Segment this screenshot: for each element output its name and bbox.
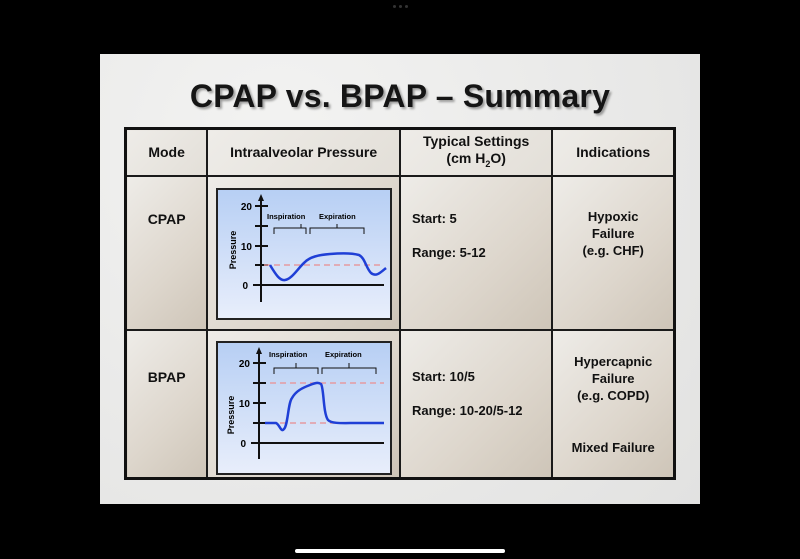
window-dots[interactable] bbox=[393, 5, 408, 8]
tick-10: 10 bbox=[241, 242, 253, 253]
indication-line: Failure bbox=[591, 226, 635, 241]
indication-line: Hypercapnic bbox=[574, 354, 653, 369]
header-units-post: O) bbox=[490, 149, 506, 166]
bpap-pressure-graph: 20 10 0 Pressure Inspiration Expiration bbox=[216, 341, 393, 475]
header-settings: Typical Settings (cm H2O) bbox=[398, 127, 554, 177]
pressure-cell: 20 10 0 Pressure Inspiration Expiration bbox=[206, 329, 401, 480]
mode-cell: CPAP bbox=[124, 175, 209, 331]
summary-table: Mode Intraalveolar Pressure Typical Sett… bbox=[124, 127, 676, 480]
header-indications: Indications bbox=[551, 127, 676, 177]
settings-cell: Start: 5 Range: 5-12 bbox=[398, 175, 554, 331]
phase-inspiration: Inspiration bbox=[269, 350, 308, 359]
table-row-bpap: BPAP 20 10 0 Pressure bbox=[124, 329, 676, 480]
table-header-row: Mode Intraalveolar Pressure Typical Sett… bbox=[124, 127, 676, 177]
tick-0: 0 bbox=[243, 281, 249, 292]
y-axis-label: Pressure bbox=[228, 231, 238, 270]
phase-expiration: Expiration bbox=[325, 350, 362, 359]
header-units-sub: 2 bbox=[485, 158, 491, 169]
y-axis-label: Pressure bbox=[226, 396, 236, 435]
slide-title: CPAP vs. BPAP – Summary bbox=[189, 78, 611, 114]
phase-inspiration: Inspiration bbox=[267, 212, 306, 221]
pressure-cell: 20 10 0 Pressure Inspiration Expiration bbox=[206, 175, 401, 331]
indication-line: Failure bbox=[591, 371, 635, 386]
setting-range: Range: 10-20/5-12 bbox=[411, 403, 523, 418]
indication-line: (e.g. CHF) bbox=[582, 243, 644, 258]
mode-cell: BPAP bbox=[124, 329, 209, 480]
indication-mixed: Mixed Failure bbox=[571, 440, 655, 455]
tick-10: 10 bbox=[239, 399, 251, 410]
indications-cell: Hypercapnic Failure (e.g. COPD) Mixed Fa… bbox=[551, 329, 676, 480]
header-mode: Mode bbox=[124, 127, 209, 177]
header-pressure: Intraalveolar Pressure bbox=[206, 127, 401, 177]
table-row-cpap: CPAP 20 10 bbox=[124, 175, 676, 331]
slide: CPAP vs. BPAP – Summary Mode Intraalveol… bbox=[100, 54, 700, 504]
header-settings-line1: Typical Settings bbox=[423, 132, 530, 149]
settings-cell: Start: 10/5 Range: 10-20/5-12 bbox=[398, 329, 554, 480]
setting-start: Start: 10/5 bbox=[411, 369, 475, 384]
home-indicator[interactable] bbox=[295, 549, 505, 553]
tick-20: 20 bbox=[241, 202, 253, 213]
cpap-pressure-graph: 20 10 0 Pressure Inspiration Expiration bbox=[216, 188, 393, 320]
header-units-pre: (cm H bbox=[446, 149, 486, 166]
tick-20: 20 bbox=[239, 359, 251, 370]
indication-line: Hypoxic bbox=[587, 209, 639, 224]
tick-0: 0 bbox=[241, 439, 247, 450]
setting-start: Start: 5 bbox=[411, 211, 457, 226]
indications-cell: Hypoxic Failure (e.g. CHF) bbox=[551, 175, 676, 331]
indication-line: (e.g. COPD) bbox=[577, 388, 650, 403]
phase-expiration: Expiration bbox=[319, 212, 356, 221]
setting-range: Range: 5-12 bbox=[411, 245, 486, 260]
header-settings-line2: (cm H2O) bbox=[401, 150, 551, 173]
